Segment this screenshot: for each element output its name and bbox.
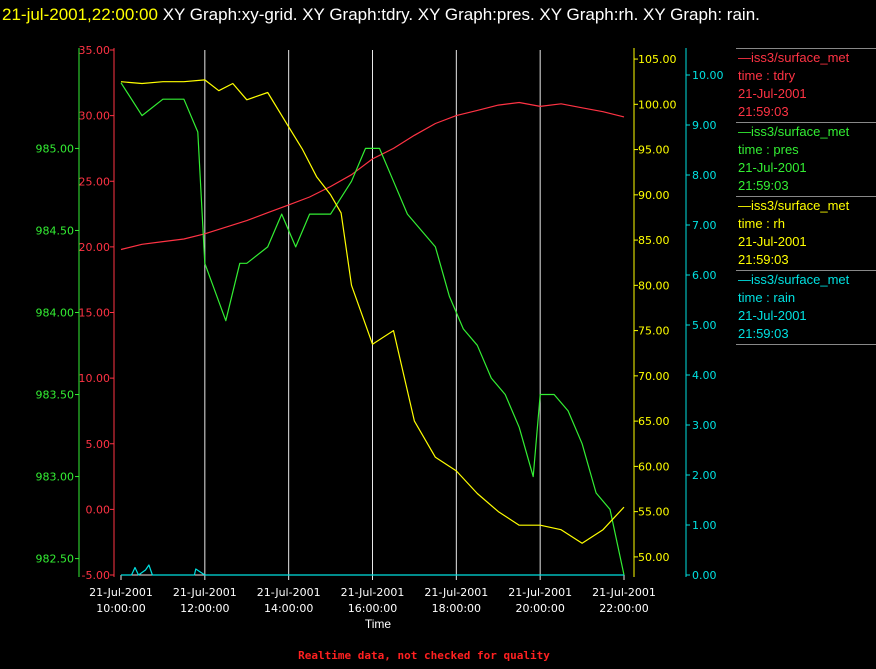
rh-tick-label: 90.00 [638, 189, 670, 202]
pres-series-line [120, 82, 625, 576]
rain-tick-label: 8.00 [692, 169, 717, 182]
rh-tick-label: 75.00 [638, 325, 670, 338]
pres-tick-label: 984.00 [36, 307, 75, 320]
x-tick-label: 22:00:00 [599, 602, 648, 615]
x-tick-label: 20:00:00 [515, 602, 564, 615]
legend-variable: time : rh [738, 216, 785, 231]
legend-entry-pres: —iss3/surface_met time : pres 21-Jul-200… [736, 122, 876, 196]
x-tick-label: 21-Jul-2001 [89, 586, 153, 599]
x-tick-label: 21-Jul-2001 [508, 586, 572, 599]
legend-time: 21:59:03 [738, 326, 789, 341]
rain-series-line [121, 564, 624, 576]
title-timestamp: 21-jul-2001,22:00:00 [2, 5, 158, 24]
tdry-tick-label: 15.00 [79, 307, 111, 320]
x-axis-label: Time [364, 617, 392, 631]
rain-tick-label: 6.00 [692, 269, 717, 282]
legend-entry-tdry: —iss3/surface_met time : tdry 21-Jul-200… [736, 48, 876, 122]
legend-source: —iss3/surface_met [738, 124, 850, 139]
rh-tick-label: 65.00 [638, 415, 670, 428]
legend: —iss3/surface_met time : tdry 21-Jul-200… [736, 48, 876, 345]
legend-date: 21-Jul-2001 [738, 308, 807, 323]
rh-tick-label: 80.00 [638, 279, 670, 292]
tdry-series-line [120, 101, 625, 251]
pres-tick-label: 984.50 [36, 224, 75, 237]
rh-tick-label: 95.00 [638, 144, 670, 157]
legend-date: 21-Jul-2001 [738, 86, 807, 101]
x-tick-label: 12:00:00 [180, 602, 229, 615]
legend-variable: time : pres [738, 142, 799, 157]
tdry-tick-label: -5.00 [82, 569, 110, 582]
rain-tick-label: 10.00 [692, 69, 724, 82]
tdry-tick-label: 0.00 [86, 503, 111, 516]
rain-tick-label: 4.00 [692, 369, 717, 382]
x-tick-label: 21-Jul-2001 [592, 586, 656, 599]
rh-tick-label: 50.00 [638, 551, 670, 564]
rain-tick-label: 1.00 [692, 519, 717, 532]
rain-tick-label: 0.00 [692, 569, 717, 582]
title-graph-list: XY Graph:xy-grid. XY Graph:tdry. XY Grap… [162, 5, 760, 24]
rh-tick-label: 70.00 [638, 370, 670, 383]
tdry-tick-label: 25.00 [79, 175, 111, 188]
legend-entry-rain: —iss3/surface_met time : rain 21-Jul-200… [736, 270, 876, 345]
x-tick-label: 14:00:00 [264, 602, 313, 615]
rain-tick-label: 3.00 [692, 419, 717, 432]
legend-time: 21:59:03 [738, 104, 789, 119]
legend-entry-rh: —iss3/surface_met time : rh 21-Jul-2001 … [736, 196, 876, 270]
tdry-tick-label: 35.00 [79, 44, 111, 57]
x-tick-label: 21-Jul-2001 [173, 586, 237, 599]
legend-date: 21-Jul-2001 [738, 160, 807, 175]
legend-source: —iss3/surface_met [738, 50, 850, 65]
pres-tick-label: 983.50 [36, 389, 75, 402]
legend-source: —iss3/surface_met [738, 272, 850, 287]
x-tick-label: 18:00:00 [432, 602, 481, 615]
rh-tick-label: 85.00 [638, 234, 670, 247]
rain-tick-label: 9.00 [692, 119, 717, 132]
legend-variable: time : rain [738, 290, 796, 305]
rh-tick-label: 105.00 [638, 53, 677, 66]
pres-tick-label: 983.00 [36, 471, 75, 484]
tdry-tick-label: 5.00 [86, 438, 111, 451]
tdry-tick-label: 10.00 [79, 372, 111, 385]
legend-time: 21:59:03 [738, 252, 789, 267]
x-tick-label: 21-Jul-2001 [424, 586, 488, 599]
pres-tick-label: 982.50 [36, 553, 75, 566]
legend-time: 21:59:03 [738, 178, 789, 193]
rain-tick-label: 7.00 [692, 219, 717, 232]
rh-series-line [120, 79, 625, 544]
tdry-tick-label: 20.00 [79, 241, 111, 254]
pres-tick-label: 985.00 [36, 142, 75, 155]
rain-tick-label: 5.00 [692, 319, 717, 332]
quality-note: Realtime data, not checked for quality [298, 649, 550, 662]
rain-tick-label: 2.00 [692, 469, 717, 482]
rh-tick-label: 100.00 [638, 98, 677, 111]
legend-source: —iss3/surface_met [738, 198, 850, 213]
legend-variable: time : tdry [738, 68, 796, 83]
rh-tick-label: 55.00 [638, 506, 670, 519]
chart-title: 21-jul-2001,22:00:00 XY Graph:xy-grid. X… [2, 2, 862, 28]
rh-tick-label: 60.00 [638, 460, 670, 473]
x-tick-label: 21-Jul-2001 [341, 586, 405, 599]
x-tick-label: 16:00:00 [348, 602, 397, 615]
x-tick-label: 21-Jul-2001 [257, 586, 321, 599]
x-tick-label: 10:00:00 [96, 602, 145, 615]
legend-date: 21-Jul-2001 [738, 234, 807, 249]
tdry-tick-label: 30.00 [79, 110, 111, 123]
